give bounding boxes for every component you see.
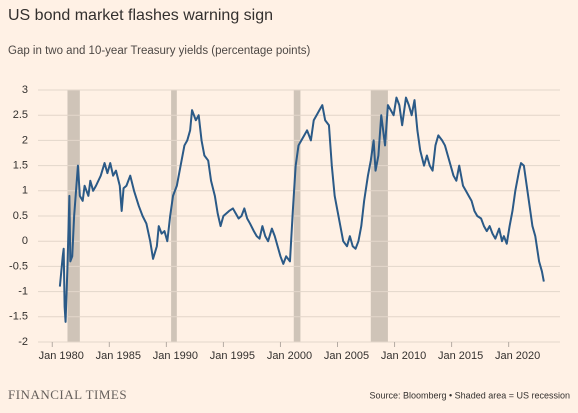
x-tick-label: Jan 2010	[381, 350, 426, 362]
x-tick-label: Jan 2015	[438, 350, 483, 362]
y-tick-label: 0.5	[13, 210, 28, 222]
data-line	[58, 96, 545, 323]
x-tick-label: Jan 1990	[153, 350, 198, 362]
x-tick-label: Jan 2005	[324, 350, 369, 362]
y-tick-label: -1.5	[9, 311, 28, 323]
y-tick-label: 1	[22, 185, 28, 197]
chart-subtitle: Gap in two and 10-year Treasury yields (…	[8, 45, 311, 57]
y-tick-label: -2	[18, 336, 28, 348]
source: Source: Bloomberg • Shaded area = US rec…	[369, 390, 570, 400]
y-tick-label: 2	[22, 134, 28, 146]
y-tick-label: -0.5	[9, 260, 28, 272]
brand: FINANCIAL TIMES	[8, 387, 127, 402]
x-tick-label: Jan 1985	[96, 350, 141, 362]
y-tick-label: 2.5	[13, 109, 28, 121]
y-tick-label: 0	[22, 235, 28, 247]
x-tick-label: Jan 2020	[495, 350, 540, 362]
y-tick-label: -1	[18, 286, 28, 298]
x-tick-label: Jan 1980	[39, 350, 84, 362]
x-tick-label: Jan 1995	[210, 350, 255, 362]
x-tick-label: Jan 2000	[267, 350, 312, 362]
y-tick-label: 3	[22, 84, 28, 96]
y-tick-label: 1.5	[13, 160, 28, 172]
chart-title: US bond market flashes warning sign	[8, 7, 273, 24]
